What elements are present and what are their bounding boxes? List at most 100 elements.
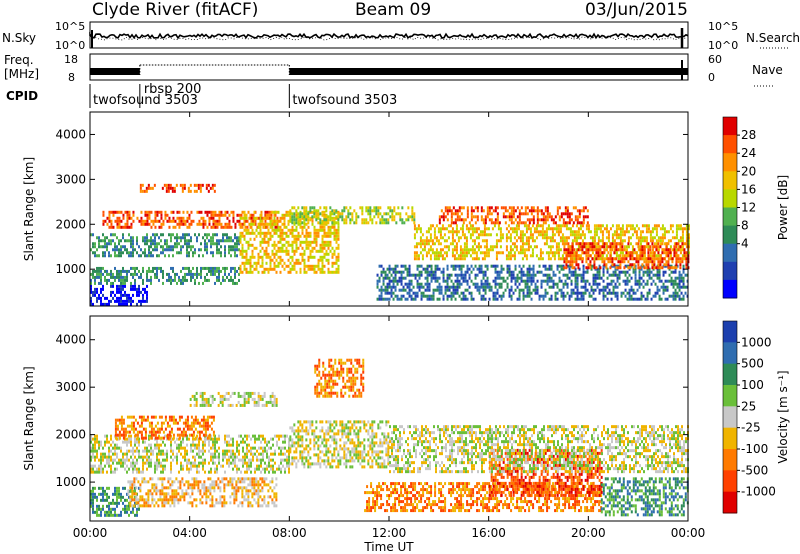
power-data-cell (264, 222, 267, 226)
power-data-cell (226, 210, 229, 214)
power-data-cell (321, 210, 324, 214)
power-data-cell (257, 231, 260, 235)
power-data-cell (438, 221, 441, 225)
noise-right-label: N.Search (746, 31, 800, 45)
power-data-cell (309, 249, 312, 253)
power-data-cell (392, 282, 395, 286)
power-data-cell (406, 282, 409, 286)
power-data-cell (593, 254, 596, 258)
power-data-cell (112, 233, 114, 237)
power-data-cell (325, 240, 328, 244)
power-data-cell (518, 276, 521, 280)
power-data-cell (591, 236, 594, 240)
power-data-cell (617, 233, 620, 237)
power-data-cell (637, 248, 640, 252)
power-data-cell (160, 216, 163, 220)
velocity-data-cell (120, 458, 122, 462)
power-data-cell (614, 264, 617, 268)
power-data-cell (507, 251, 510, 255)
power-data-cell (90, 284, 92, 288)
power-data-cell (212, 254, 214, 258)
power-data-cell (476, 215, 479, 219)
power-data-cell (421, 233, 424, 237)
power-data-cell (400, 273, 403, 277)
power-data-cell (407, 206, 410, 210)
power-data-cell (512, 212, 515, 216)
power-data-cell (518, 288, 521, 292)
power-data-cell (505, 257, 508, 261)
velocity-data-cell (108, 461, 110, 465)
power-data-cell (646, 297, 649, 301)
power-data-cell (387, 206, 390, 210)
power-data-cell (226, 266, 228, 270)
power-data-cell (518, 209, 521, 213)
power-data-cell (168, 216, 171, 220)
power-data-cell (162, 275, 164, 279)
velocity-data-cell (194, 443, 196, 447)
power-data-cell (118, 296, 120, 300)
power-data-cell (528, 209, 531, 213)
power-data-cell (633, 248, 636, 252)
velocity-data-cell (150, 443, 152, 447)
power-data-cell (563, 236, 566, 240)
power-data-cell (264, 210, 267, 214)
power-data-cell (114, 266, 116, 270)
power-data-cell (384, 297, 387, 301)
power-data-cell (411, 212, 414, 216)
power-data-cell (361, 206, 364, 210)
power-data-cell (575, 242, 578, 246)
power-data-cell (224, 266, 226, 270)
power-data-cell (261, 264, 264, 268)
power-data-cell (130, 239, 132, 243)
power-data-cell (337, 267, 340, 271)
power-data-cell (335, 258, 338, 262)
power-data-cell (567, 242, 570, 246)
power-data-cell (649, 248, 652, 252)
power-data-cell (138, 287, 140, 291)
power-data-cell (631, 224, 634, 228)
velocity-data-cell (138, 449, 140, 453)
power-data-cell (516, 279, 519, 283)
velocity-data-cell (98, 464, 100, 468)
power-data-cell (195, 189, 198, 193)
power-data-cell (584, 291, 587, 295)
power-data-cell (454, 285, 457, 289)
power-data-cell (216, 225, 219, 229)
power-data-cell (637, 236, 640, 240)
power-data-cell (654, 273, 657, 277)
power-data-cell (335, 215, 338, 219)
power-data-cell (323, 221, 326, 225)
power-data-cell (486, 279, 489, 283)
power-data-cell (515, 224, 518, 228)
power-data-cell (378, 264, 381, 268)
power-data-cell (307, 225, 310, 229)
power-data-cell (671, 248, 674, 252)
power-data-cell (584, 282, 587, 286)
velocity-data-cell (120, 498, 122, 502)
power-data-cell (303, 252, 306, 256)
velocity-data-cell (162, 470, 164, 474)
power-data-cell (564, 206, 567, 210)
power-data-cell (492, 291, 495, 295)
power-data-cell (583, 233, 586, 237)
velocity-data-cell (216, 440, 218, 444)
power-data-cell (325, 215, 328, 219)
power-data-cell (509, 227, 512, 231)
power-data-cell (528, 264, 531, 268)
power-data-cell (476, 288, 479, 292)
power-data-cell (120, 293, 122, 297)
power-data-cell (196, 236, 198, 240)
power-data-cell (597, 254, 600, 258)
power-data-cell (669, 266, 672, 270)
power-data-cell (526, 206, 529, 210)
power-data-cell (425, 230, 428, 234)
power-data-cell (654, 291, 657, 295)
power-data-cell (665, 260, 668, 264)
power-data-cell (635, 236, 638, 240)
power-data-cell (595, 224, 598, 228)
power-data-cell (404, 288, 407, 292)
power-data-cell (536, 279, 539, 283)
power-data-cell (130, 281, 132, 285)
power-data-cell (572, 206, 575, 210)
power-data-cell (522, 221, 525, 225)
